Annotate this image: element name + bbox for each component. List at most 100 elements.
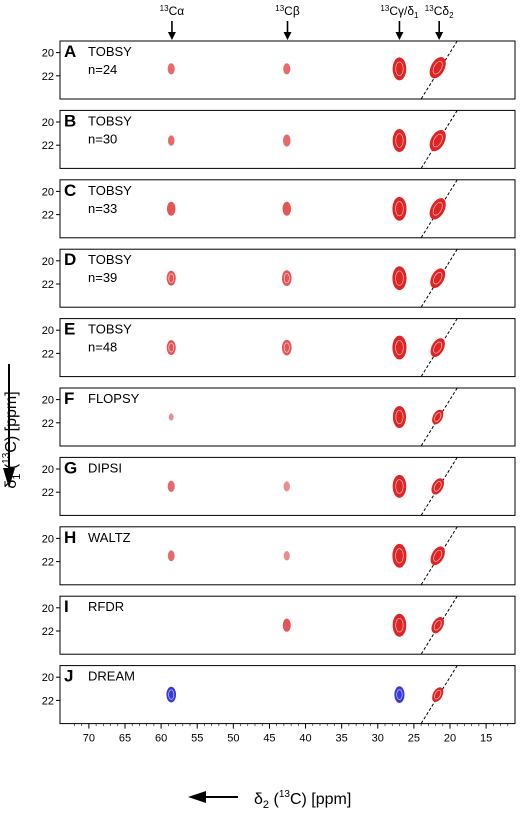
peak [167,135,175,146]
y-axis-label-sup: 13 [1,452,12,464]
peak-inner-contour [168,273,175,284]
y-tick-label: 22 [42,71,54,83]
panel-method: TOBSY [88,113,132,128]
diagonal-line [420,179,458,238]
peak [392,335,407,360]
peak [392,613,407,637]
top-label-sup: 13 [425,4,434,13]
peak [167,480,175,493]
peak [392,129,407,153]
x-axis: 70 65 60 55 50 45 40 35 30 25 20 15 δ2 (13C) [ppm] [74,723,509,811]
peak [429,198,446,220]
peak [392,266,407,291]
peak-contour [166,270,176,286]
panel-n-value: n=24 [88,62,117,77]
peak [283,481,290,492]
y-tick-label: 22 [42,140,54,152]
top-label-sub: 2 [449,11,454,20]
panel-letter: B [64,111,76,130]
peak [431,617,444,634]
panel-n-value: n=39 [88,270,117,285]
y-tick-label: 22 [42,348,54,360]
panel-c: 20 22 C TOBSY n=33 [42,179,516,239]
peak-contour [392,129,407,153]
panel-method: RFDR [88,599,124,614]
diagonal-line [420,665,458,724]
peak [283,63,291,75]
peak-contour [392,196,407,221]
panel-method: DREAM [88,669,135,684]
peak [168,413,174,421]
panel-letter: C [64,181,76,200]
peak-inner-contour [434,689,442,700]
peak [166,686,177,703]
y-tick-label: 22 [42,487,54,499]
down-arrow-icon [395,32,404,40]
y-tick-label: 20 [42,464,54,476]
top-label-sup: 13 [160,4,169,13]
peak-inner-contour [432,202,443,216]
peak-contour [168,413,174,421]
top-label-sup: 13 [275,4,284,13]
panel-i: 20 22 I RFDR [42,595,516,655]
peak [281,339,292,356]
x-axis-arrow-icon [188,791,238,803]
down-arrow-icon [167,32,176,40]
panel-n-value: n=33 [88,201,117,216]
panel-e: 20 22 E TOBSY n=48 [42,318,516,378]
panel-n-value: n=30 [88,131,117,146]
peak [392,196,407,221]
panel-letter: J [64,667,73,686]
peak-inner-contour [283,342,290,353]
y-tick-label: 22 [42,279,54,291]
y-tick-label: 20 [42,186,54,198]
peak-inner-contour [168,342,175,353]
peak-contour [167,135,175,146]
y-tick-label: 22 [42,210,54,222]
top-label-main: Cδ [434,4,450,18]
panel-method: TOBSY [88,252,132,267]
peak [429,57,446,79]
peak-contour [166,201,176,216]
panel-h: 20 22 H WALTZ [42,526,516,586]
panel-letter: G [64,458,77,477]
peak [166,201,176,216]
top-label-main: Cα [169,4,185,18]
peak-contour [283,551,290,561]
peak [282,134,291,147]
panel-d: 20 22 D TOBSY n=39 [42,248,516,308]
y-tick-label: 22 [42,557,54,569]
y-tick-label: 20 [42,256,54,268]
peak [432,409,444,425]
y-tick-label: 20 [42,325,54,337]
peak [394,686,405,703]
peak [392,543,407,568]
peak-contour [392,474,407,498]
top-label-cd: 13Cδ2 [425,4,454,20]
peak [392,474,407,498]
peak [392,57,407,81]
peak [166,340,176,356]
peak-contour [282,134,291,147]
top-label-sub: 1 [414,11,419,20]
x-axis-label-tail: C) [ppm] [290,791,351,808]
peak [282,618,291,632]
peak-contour [282,618,291,632]
peak-inner-contour [395,133,404,148]
peak-inner-contour [395,270,404,286]
y-axis-label-tail: C) [ppm] [3,391,20,452]
panel-method: FLOPSY [88,391,140,406]
peak [431,478,444,495]
y-tick-label: 20 [42,603,54,615]
x-axis-label-sup: 13 [279,789,291,800]
peak-contour [392,266,407,291]
y-tick-label: 20 [42,533,54,545]
peak-inner-contour [433,619,442,631]
peak-inner-contour [395,61,404,77]
diagonal-line [420,457,458,516]
peak-contour [392,543,407,568]
peak-inner-contour [395,617,404,633]
x-axis-label-sub: 2 [263,799,269,811]
